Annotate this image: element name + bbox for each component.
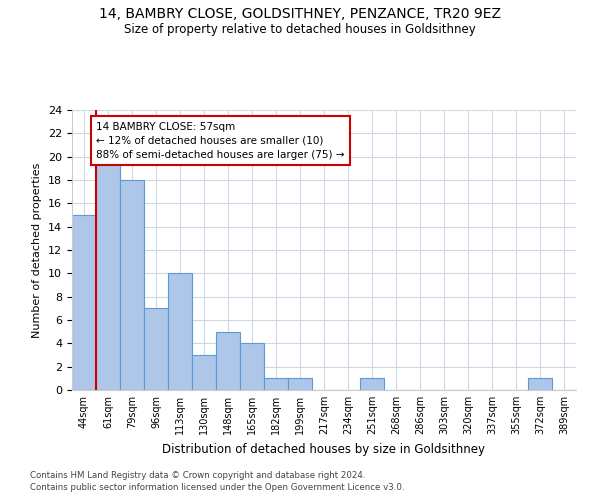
Bar — [264, 378, 288, 390]
Bar — [360, 378, 384, 390]
Bar — [216, 332, 240, 390]
Bar — [528, 378, 552, 390]
Y-axis label: Number of detached properties: Number of detached properties — [32, 162, 43, 338]
Bar — [120, 180, 144, 390]
Bar — [144, 308, 168, 390]
Text: Contains HM Land Registry data © Crown copyright and database right 2024.: Contains HM Land Registry data © Crown c… — [30, 471, 365, 480]
X-axis label: Distribution of detached houses by size in Goldsithney: Distribution of detached houses by size … — [163, 442, 485, 456]
Bar — [96, 156, 120, 390]
Text: 14 BAMBRY CLOSE: 57sqm
← 12% of detached houses are smaller (10)
88% of semi-det: 14 BAMBRY CLOSE: 57sqm ← 12% of detached… — [96, 122, 344, 160]
Bar — [288, 378, 312, 390]
Bar — [72, 215, 96, 390]
Text: 14, BAMBRY CLOSE, GOLDSITHNEY, PENZANCE, TR20 9EZ: 14, BAMBRY CLOSE, GOLDSITHNEY, PENZANCE,… — [99, 8, 501, 22]
Text: Size of property relative to detached houses in Goldsithney: Size of property relative to detached ho… — [124, 22, 476, 36]
Bar — [192, 355, 216, 390]
Bar — [168, 274, 192, 390]
Bar — [240, 344, 264, 390]
Text: Contains public sector information licensed under the Open Government Licence v3: Contains public sector information licen… — [30, 484, 404, 492]
